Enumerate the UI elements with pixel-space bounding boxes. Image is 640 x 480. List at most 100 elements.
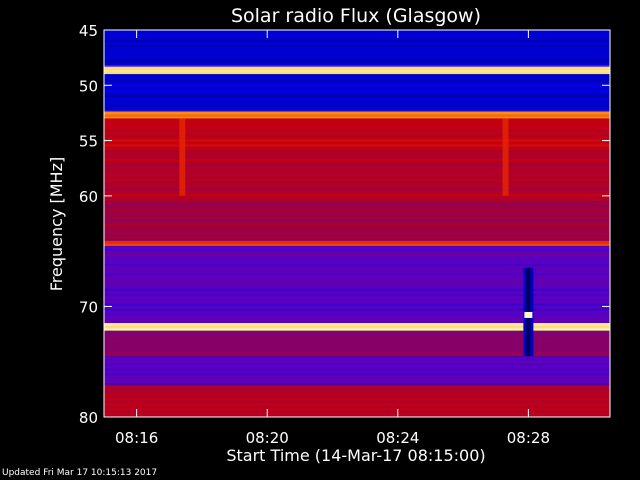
texture-line [104,283,610,286]
texture-line [104,333,610,336]
texture-line [104,89,610,92]
texture-line [104,164,610,167]
texture-line [104,204,610,207]
texture-line [104,179,610,182]
texture-line [104,258,610,261]
texture-line [104,298,610,301]
texture-line [104,288,610,291]
interference-column [179,118,186,196]
burst-features [179,118,534,357]
texture-line [104,368,610,371]
texture-line [104,408,610,411]
texture-line [104,253,610,256]
texture-line [104,30,610,32]
texture-line [104,69,610,72]
x-axis: 08:16 08:20 08:24 08:28 [115,30,550,447]
y-axis-label: Frequency [MHz] [47,157,66,291]
spectrogram-texture [104,30,610,416]
texture-line [104,293,610,296]
texture-line [104,313,610,316]
texture-line [104,243,610,246]
texture-line [104,64,610,67]
texture-line [104,318,610,321]
texture-line [104,149,610,152]
y-axis: 45 50 55 60 70 80 [79,22,610,427]
texture-line [104,34,610,37]
texture-line [104,308,610,311]
texture-line [104,278,610,281]
texture-line [104,413,610,416]
texture-line [104,303,610,306]
texture-line [104,224,610,227]
texture-line [104,398,610,401]
updated-timestamp: Updated Fri Mar 17 10:15:13 2017 [2,468,158,478]
texture-line [104,383,610,386]
texture-line [104,268,610,271]
chart-title: Solar radio Flux (Glasgow) [231,5,481,27]
texture-line [104,388,610,391]
texture-line [104,94,610,97]
x-tick-label: 08:16 [115,429,158,447]
radio-burst-peak [524,311,533,318]
texture-line [104,44,610,47]
texture-line [104,39,610,42]
y-tick-label: 70 [79,298,98,316]
intensity-band-8 [104,240,610,246]
texture-line [104,189,610,192]
texture-line [104,84,610,87]
texture-line [104,144,610,147]
texture-line [104,104,610,107]
texture-line [104,238,610,241]
interference-column [502,118,509,196]
texture-line [104,323,610,326]
spectrogram-plot [103,29,611,418]
texture-line [104,348,610,351]
texture-line [104,219,610,222]
x-axis-label: Start Time (14-Mar-17 08:15:00) [226,446,485,465]
texture-line [104,194,610,197]
texture-line [104,74,610,77]
texture-line [104,373,610,376]
texture-line [104,134,610,137]
plot-frame [103,29,611,418]
texture-line [104,273,610,276]
texture-line [104,248,610,251]
texture-line [104,139,610,142]
x-tick-label: 08:20 [246,429,289,447]
texture-line [104,403,610,406]
texture-line [104,343,610,346]
texture-line [104,358,610,361]
texture-line [104,184,610,187]
x-tick-label: 08:24 [376,429,419,447]
texture-line [104,174,610,177]
texture-line [104,209,610,212]
texture-line [104,129,610,132]
texture-line [104,214,610,217]
texture-line [104,49,610,52]
y-tick-label: 45 [79,22,98,40]
texture-line [104,79,610,82]
texture-line [104,99,610,102]
texture-line [104,378,610,381]
x-tick-label: 08:28 [507,429,550,447]
texture-line [104,393,610,396]
y-tick-label: 60 [79,188,98,206]
texture-line [104,234,610,237]
texture-line [104,199,610,202]
y-tick-label: 50 [79,77,98,95]
texture-line [104,169,610,172]
texture-line [104,338,610,341]
texture-line [104,363,610,366]
texture-line [104,59,610,62]
texture-line [104,124,610,127]
y-tick-label: 55 [79,133,98,151]
texture-line [104,328,610,331]
texture-line [104,109,610,112]
texture-line [104,119,610,122]
texture-line [104,154,610,157]
texture-line [104,114,610,117]
texture-line [104,263,610,266]
texture-line [104,54,610,57]
texture-line [104,353,610,356]
